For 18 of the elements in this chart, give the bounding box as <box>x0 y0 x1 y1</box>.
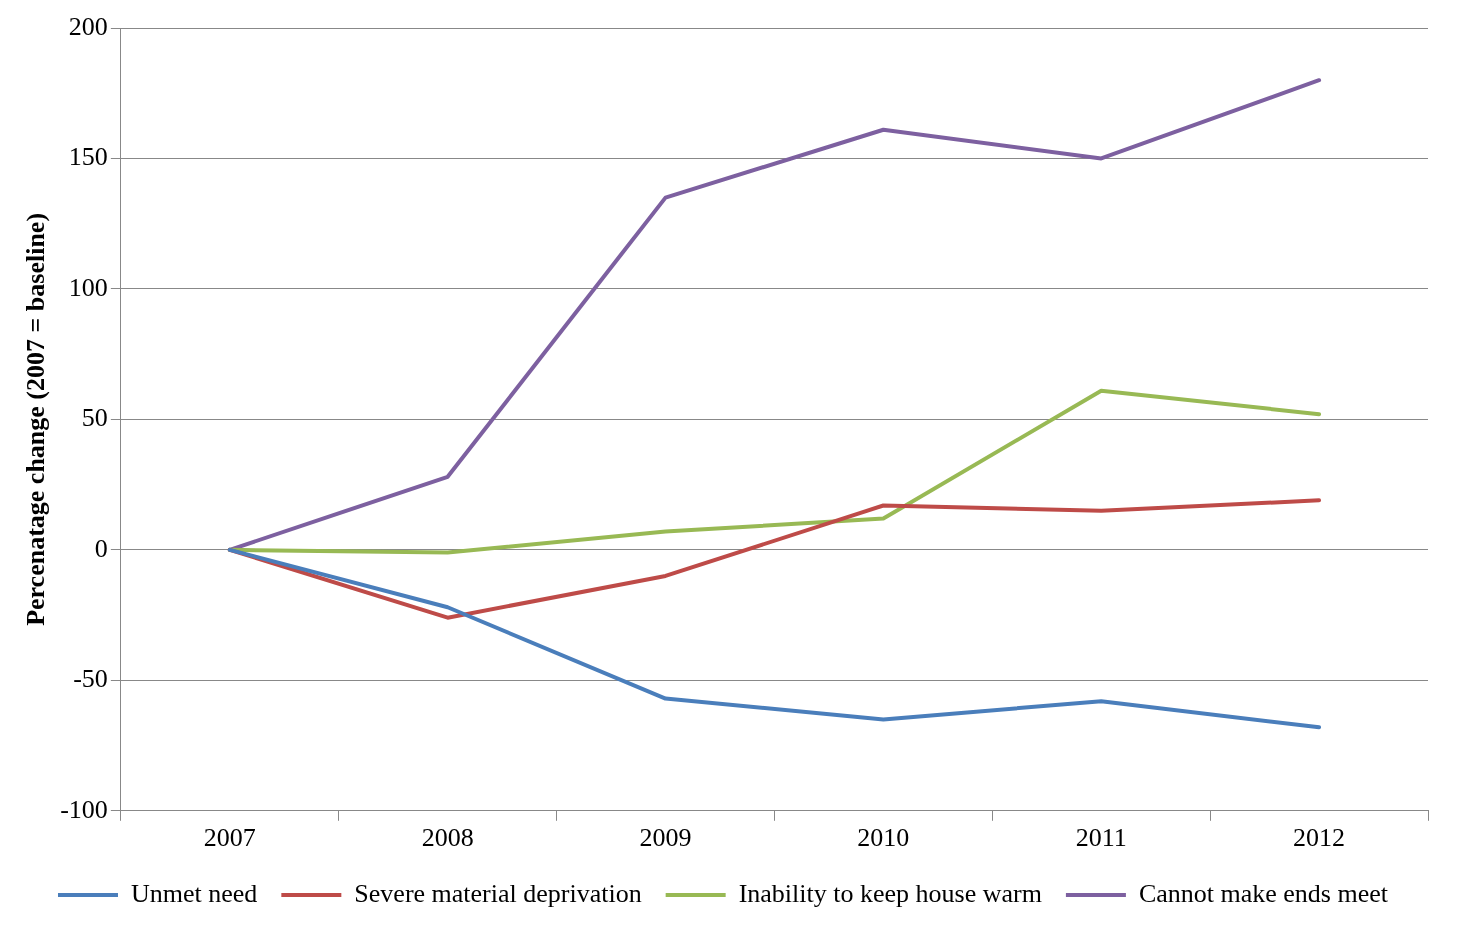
y-tick-label: -50 <box>73 664 108 694</box>
x-tick-label: 2007 <box>203 823 256 853</box>
x-tick-label: 2008 <box>421 823 474 853</box>
y-tick-label: -100 <box>60 794 108 824</box>
x-tick-label: 2012 <box>1293 823 1346 853</box>
x-tick-label: 2010 <box>857 823 910 853</box>
x-tick-label: 2011 <box>1075 823 1127 853</box>
legend-label: Inability to keep house warm <box>738 878 1042 908</box>
legend-label: Unmet need <box>130 878 258 908</box>
y-tick-label: 100 <box>68 272 108 302</box>
legend-label: Severe material deprivation <box>354 878 642 908</box>
y-tick-label: 200 <box>68 11 108 41</box>
legend-label: Cannot make ends meet <box>1138 878 1389 908</box>
x-tick-label: 2009 <box>639 823 692 853</box>
y-tick-label: 50 <box>81 403 108 433</box>
y-tick-label: 0 <box>94 533 108 563</box>
y-tick-label: 150 <box>68 142 108 172</box>
y-axis-title: Percenatage change (2007 = baseline) <box>21 212 51 626</box>
